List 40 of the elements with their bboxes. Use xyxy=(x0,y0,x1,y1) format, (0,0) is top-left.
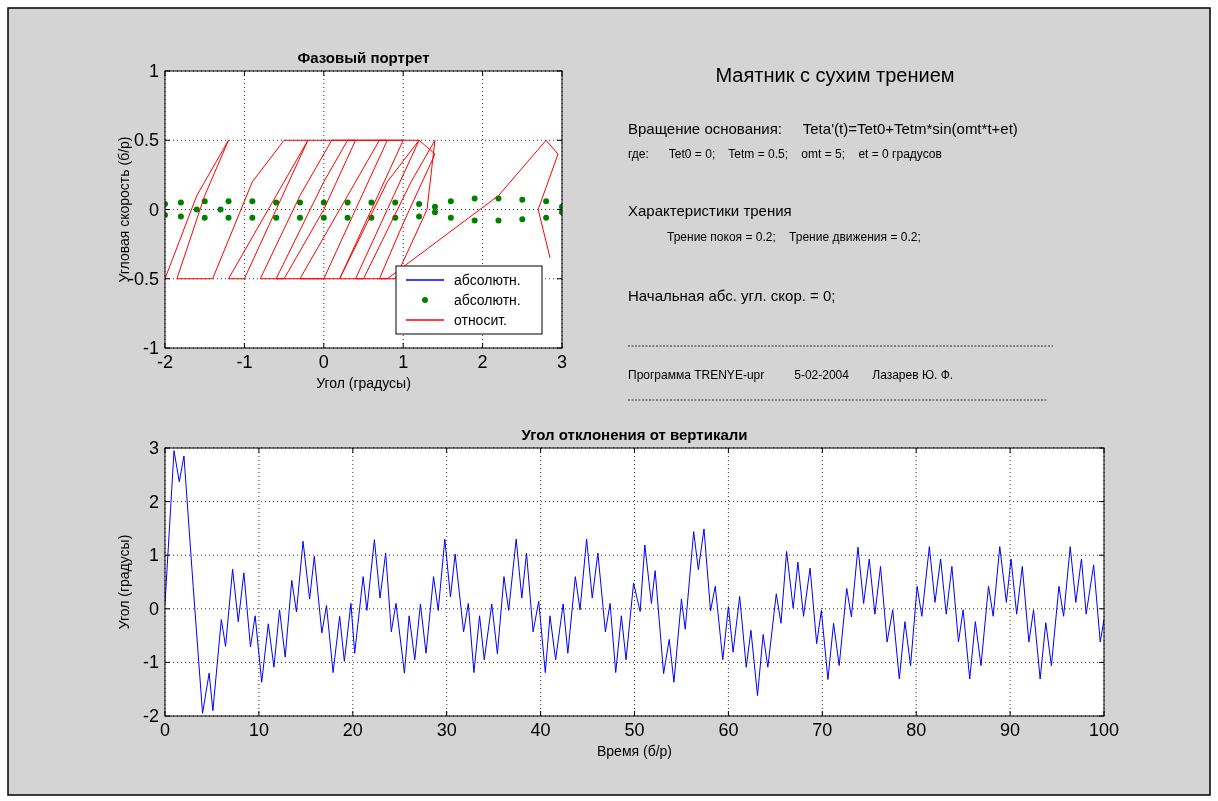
text: Характеристики трения xyxy=(628,202,792,219)
x-axis-title: Время (б/р) xyxy=(596,743,673,759)
x-tick-label: 30 xyxy=(436,720,457,740)
text: Маятник с сухим трением xyxy=(715,64,955,86)
y-tick-label: -2 xyxy=(142,706,159,726)
x-tick-label: 2 xyxy=(477,352,488,372)
x-tick-label: -1 xyxy=(236,352,253,372)
text: Вращение основания: Teta'(t)=Tet0+Tetm*sin(omt*t+et) xyxy=(628,120,1018,137)
x-axis-title: Угол (градусы) xyxy=(316,375,411,391)
legend-label: абсолютн. xyxy=(454,292,521,308)
x-tick-label: 0 xyxy=(318,352,329,372)
x-tick-label: 1 xyxy=(398,352,409,372)
x-tick-label: 20 xyxy=(342,720,363,740)
x-tick-label: 40 xyxy=(530,720,551,740)
text: где: Tet0 = 0; Tetm = 0.5; omt = 5; et = 0 градусов xyxy=(628,147,942,161)
text: Программа TRENYE-upr 5-02-2004 Лазарев Ю. Ф. xyxy=(628,368,954,382)
y-tick-label: 0 xyxy=(148,598,159,619)
x-tick-label: 3 xyxy=(556,352,568,372)
text: Трение покоя = 0.2; Трение движения = 0.2; xyxy=(667,230,921,244)
x-tick-label: 60 xyxy=(718,720,739,740)
y-tick-label: 0.5 xyxy=(133,130,159,151)
legend-label: относит. xyxy=(454,312,507,328)
y-tick-label: 1 xyxy=(148,545,159,566)
chart-title: Угол отклонения от вертикали xyxy=(521,426,748,443)
x-tick-label: 10 xyxy=(248,720,269,740)
y-tick-label: -1 xyxy=(142,338,159,358)
x-tick-label: 100 xyxy=(1088,720,1120,740)
y-tick-label: 3 xyxy=(148,438,159,458)
x-tick-label: 80 xyxy=(906,720,927,740)
x-tick-label: 90 xyxy=(1000,720,1021,740)
y-tick-label: -1 xyxy=(142,652,159,673)
text: Начальная абс. угл. скор. = 0; xyxy=(628,287,836,304)
y-tick-label: 0 xyxy=(148,199,159,220)
y-tick-label: 2 xyxy=(148,491,159,512)
y-tick-label: 1 xyxy=(148,61,159,81)
y-axis-title: Угол (градусы) xyxy=(116,534,132,630)
chart-title: Фазовый портрет xyxy=(297,49,430,66)
x-tick-label: 70 xyxy=(812,720,833,740)
legend-label: абсолютн. xyxy=(454,272,521,288)
x-tick-label: 50 xyxy=(624,720,645,740)
